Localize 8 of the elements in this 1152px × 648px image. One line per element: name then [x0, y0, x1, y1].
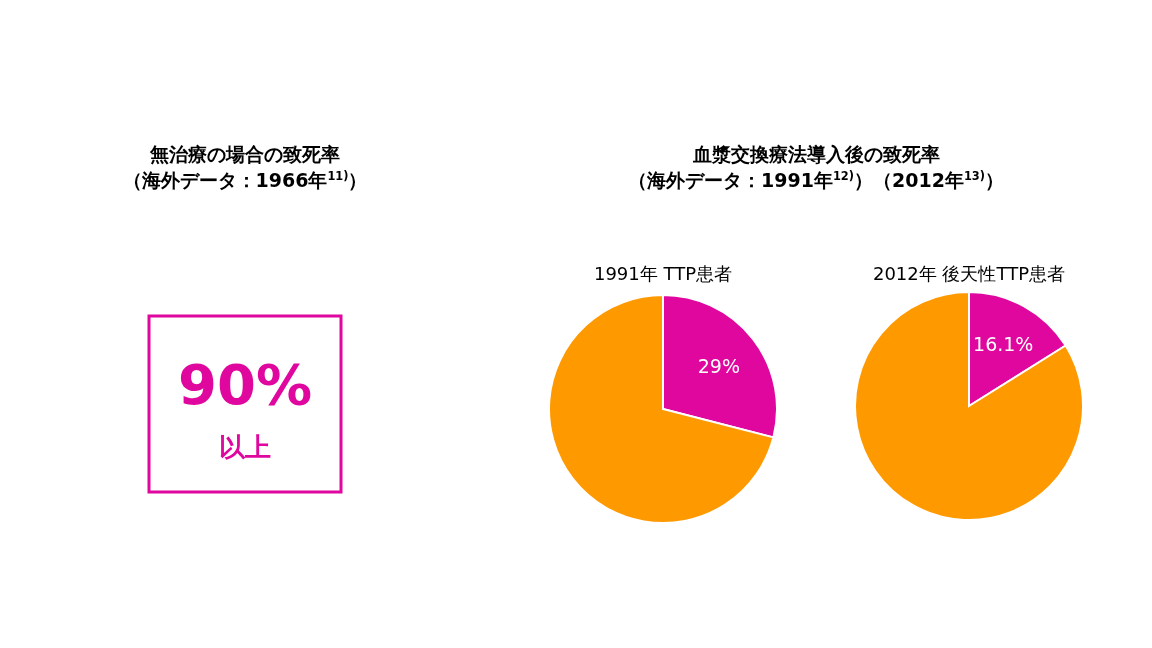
chart-subtitle: 1991年 TTP患者 [593, 263, 733, 284]
text: 以上 [219, 432, 271, 462]
data-label: 29% [697, 354, 740, 377]
data-label: 16.1% [973, 333, 1034, 356]
text: 血漿交換療法導入後の致死率（海外データ：1991年$^{12)}$）（2012年$^{13)}$） [628, 143, 1004, 191]
chart-subtitle: 2012年 後天性TTP患者 [872, 263, 1066, 284]
text: 無治療の場合の致死率（海外データ：1966年$^{11)}$） [122, 143, 368, 191]
text: 90% [177, 352, 313, 417]
